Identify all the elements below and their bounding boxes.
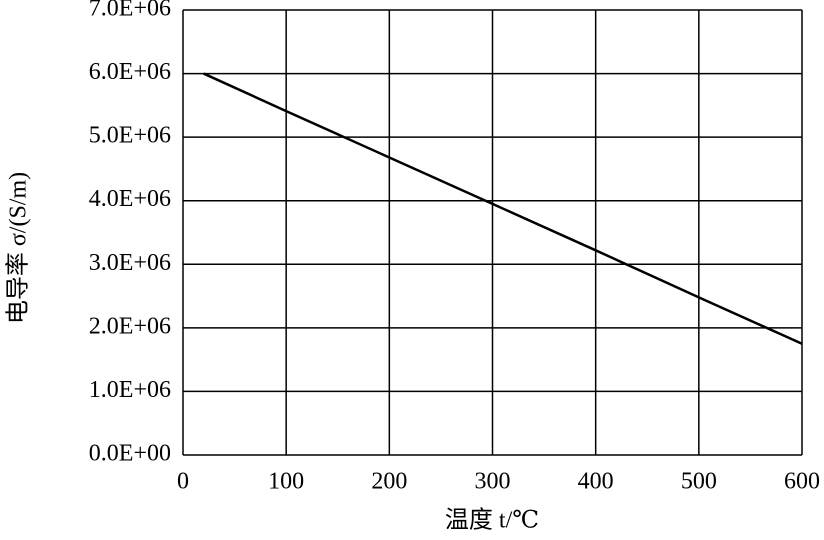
y-tick-label: 0.0E+00 bbox=[89, 441, 171, 467]
x-tick-label: 200 bbox=[371, 469, 407, 495]
x-axis-label: 温度 t/℃ bbox=[445, 507, 539, 534]
y-tick-label: 7.0E+06 bbox=[89, 0, 171, 22]
y-tick-label: 5.0E+06 bbox=[89, 123, 171, 149]
y-axis-label: 电导率 σ/(S/m) bbox=[5, 172, 32, 324]
x-tick-label: 300 bbox=[475, 469, 511, 495]
x-tick-label: 0 bbox=[177, 469, 189, 495]
x-tick-label: 600 bbox=[784, 469, 820, 495]
y-tick-label: 1.0E+06 bbox=[89, 377, 171, 403]
y-tick-label: 4.0E+06 bbox=[89, 186, 171, 212]
x-tick-label: 500 bbox=[681, 469, 717, 495]
y-tick-label: 3.0E+06 bbox=[89, 250, 171, 276]
y-tick-label: 6.0E+06 bbox=[89, 59, 171, 85]
x-tick-label: 400 bbox=[578, 469, 614, 495]
data-line bbox=[203, 72, 803, 345]
x-tick-label: 100 bbox=[268, 469, 304, 495]
y-tick-label: 2.0E+06 bbox=[89, 313, 171, 339]
